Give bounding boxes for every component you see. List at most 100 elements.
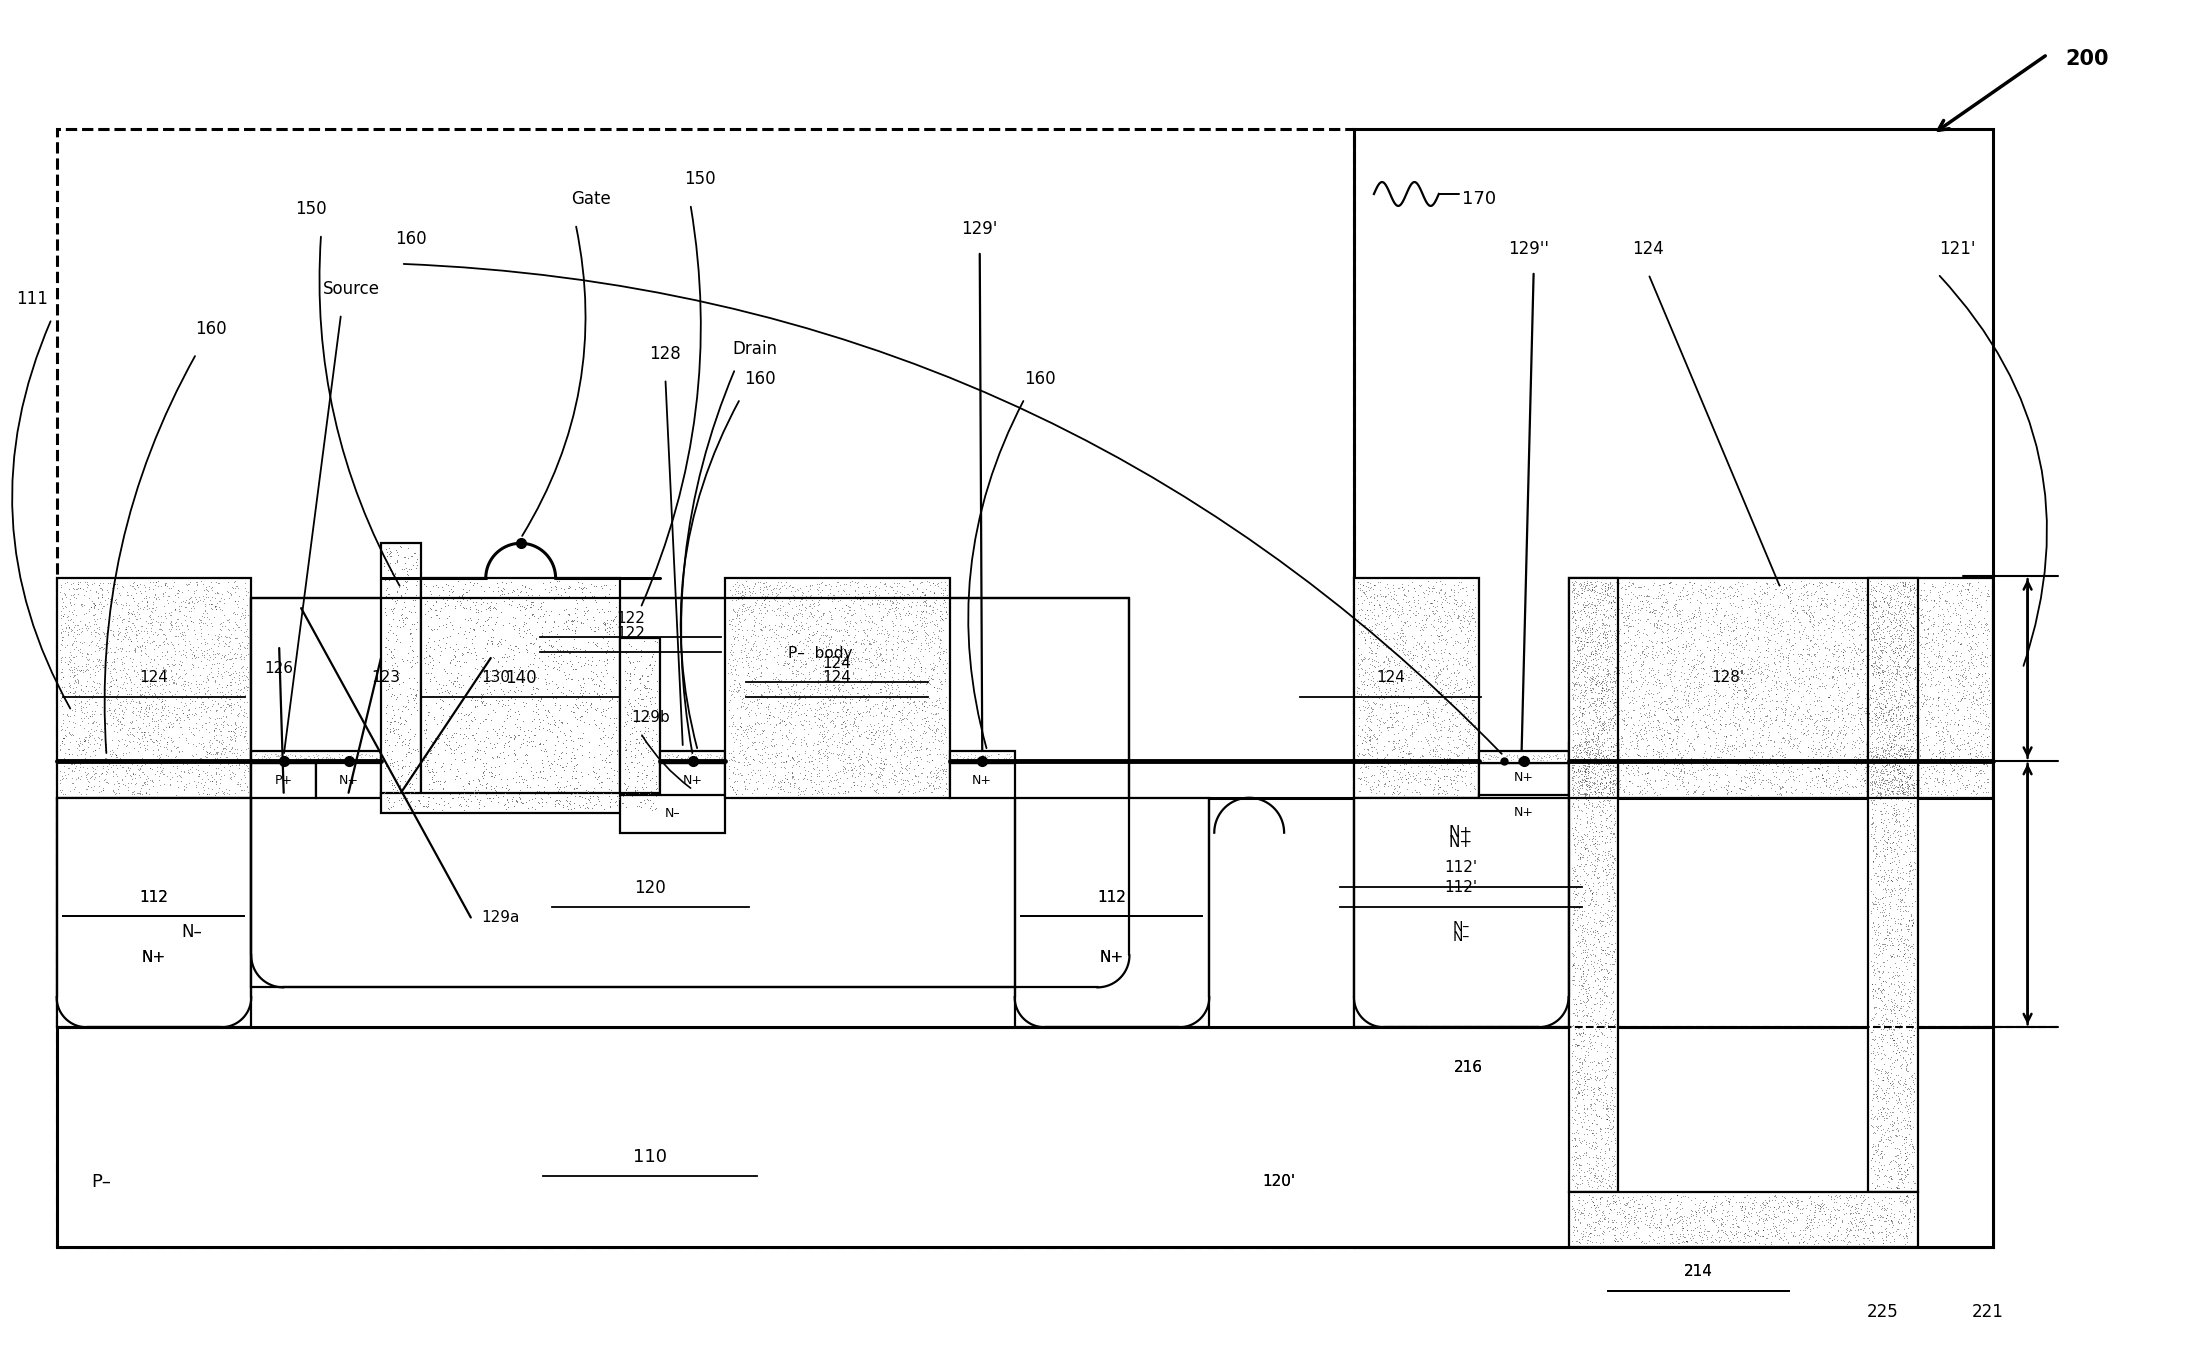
Point [1781,1232,1816,1254]
Point [1603,577,1638,599]
Point [1867,1194,1902,1216]
Point [64,593,99,615]
Point [1808,728,1843,749]
Point [1720,1216,1755,1237]
Point [1557,741,1592,763]
Point [1344,718,1379,740]
Point [1590,840,1625,861]
Point [1896,778,1931,799]
Point [1880,776,1915,798]
Point [743,581,778,603]
Point [1596,1224,1632,1246]
Point [64,659,99,681]
Point [919,767,954,789]
Point [1885,741,1920,763]
Point [1889,775,1924,797]
Point [904,656,939,678]
Point [1559,628,1594,650]
Point [730,714,765,736]
Point [915,782,950,803]
Point [902,648,937,670]
Point [732,705,767,727]
Point [1786,661,1821,682]
Point [1808,737,1843,759]
Point [864,692,899,713]
Point [1665,1185,1700,1206]
Point [145,584,180,605]
Point [1407,768,1443,790]
Point [1757,665,1792,686]
Point [572,616,607,638]
Point [222,686,257,708]
Point [1834,640,1869,662]
Point [1438,589,1473,611]
Point [1876,822,1911,844]
Point [1772,643,1808,665]
Point [1566,600,1601,621]
Point [1898,737,1933,759]
Point [114,690,150,712]
Point [1596,1198,1632,1220]
Point [475,700,510,721]
Point [622,694,658,716]
Point [356,748,391,770]
Point [1577,1065,1612,1086]
Point [1863,965,1898,987]
Point [473,627,508,648]
Point [108,623,143,644]
Point [1350,600,1385,621]
Point [1867,770,1902,791]
Point [594,779,629,801]
Point [1882,1163,1918,1185]
Point [198,743,233,764]
Point [1854,1034,1889,1055]
Point [1440,616,1476,638]
Point [880,747,915,768]
Point [420,732,455,754]
Point [499,578,534,600]
Point [1816,635,1852,656]
Point [789,643,825,665]
Point [803,585,838,607]
Point [1838,754,1874,775]
Point [1889,1190,1924,1212]
Point [754,625,789,647]
Point [1579,1150,1614,1171]
Point [466,743,501,764]
Point [539,674,574,696]
Point [1588,1173,1623,1194]
Point [1748,620,1783,642]
Point [1957,756,1992,778]
Point [1869,671,1904,693]
Point [1623,782,1658,803]
Point [1878,979,1913,1000]
Point [1585,1095,1621,1116]
Point [1869,760,1904,782]
Point [759,638,794,659]
Point [1605,1186,1640,1208]
Point [1570,810,1605,832]
Point [1863,1131,1898,1153]
Point [165,621,200,643]
Point [1882,599,1918,620]
Point [1436,770,1471,791]
Point [1588,617,1623,639]
Point [805,692,840,713]
Point [1962,762,1997,783]
Point [1876,944,1911,965]
Point [1632,600,1667,621]
Point [1607,1209,1643,1231]
Point [921,636,957,658]
Point [211,689,246,710]
Point [158,643,194,665]
Point [528,578,563,600]
Point [1405,674,1440,696]
Point [1915,655,1951,677]
Point [1577,1024,1612,1046]
Point [466,611,501,632]
Point [1926,759,1962,780]
Point [1968,589,2003,611]
Point [717,601,752,623]
Point [1871,1070,1907,1092]
Point [1869,615,1904,636]
